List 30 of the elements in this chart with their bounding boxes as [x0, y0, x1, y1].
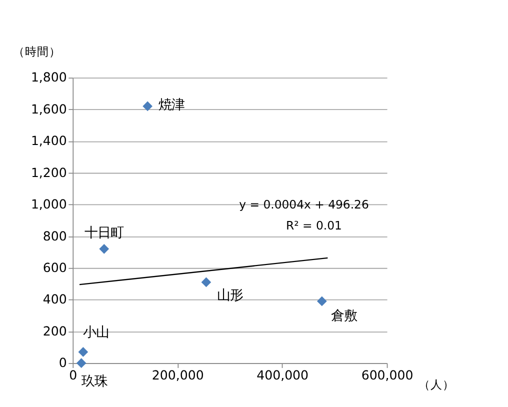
annotation: 玖珠 [81, 374, 108, 390]
y-tick-label: 1,800 [30, 70, 67, 85]
x-axis-title: （人） [418, 378, 455, 392]
annotation: 山形 [216, 288, 243, 304]
annotation: R² = 0.01 [286, 218, 342, 232]
annotation: y = 0.0004x + 496.26 [239, 198, 369, 212]
point [142, 101, 152, 112]
point [76, 358, 86, 368]
y-tick-label: 600 [42, 260, 67, 275]
point [78, 347, 88, 357]
x-tick-label: 200,000 [152, 368, 204, 383]
x-tick-label: 0 [69, 368, 78, 383]
y-tick-label: 400 [42, 292, 67, 307]
y-tick-label: 800 [42, 228, 67, 244]
annotation: 焼津 [158, 98, 184, 113]
y-tick-label: 1,400 [30, 133, 67, 148]
point [99, 244, 110, 254]
y-tick-label: 1,200 [30, 164, 67, 180]
y-tick-label: 1,000 [30, 196, 67, 212]
annotation: 小山 [83, 326, 110, 341]
y-tick-label: 1,600 [30, 101, 67, 116]
point [201, 277, 212, 288]
y-tick-label: 0 [58, 355, 67, 370]
annotation: 倉敷 [330, 309, 357, 324]
y-axis-title: （時間） [13, 44, 62, 59]
point [316, 296, 327, 306]
x-tick-label: 600,000 [361, 368, 414, 383]
annotation: 十日町 [84, 226, 124, 242]
x-tick-label: 400,000 [256, 368, 309, 383]
y-tick-label: 200 [42, 323, 67, 338]
